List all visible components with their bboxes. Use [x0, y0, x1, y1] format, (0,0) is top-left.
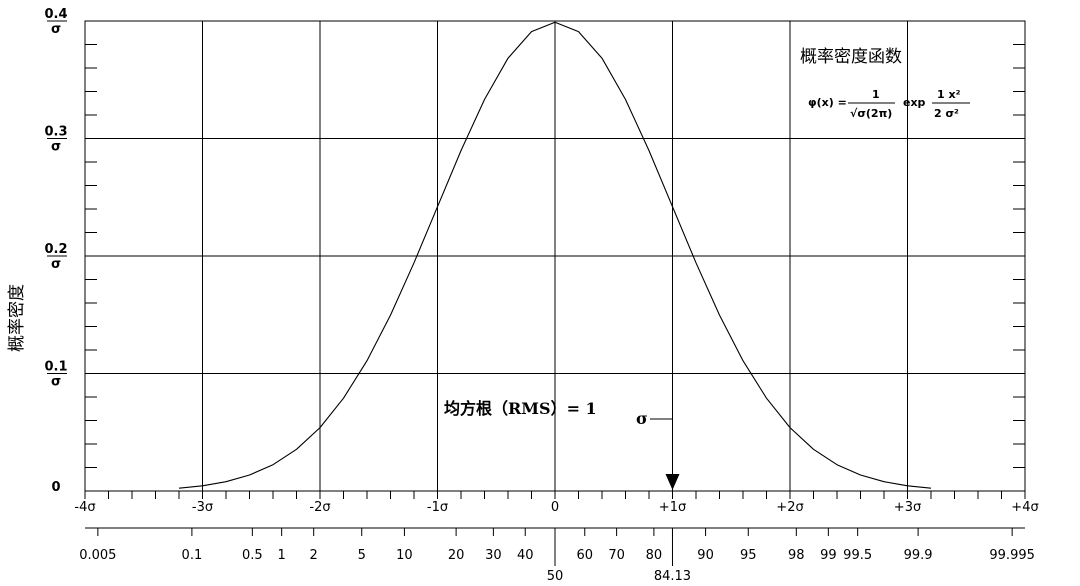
sigma-annotation: σ	[636, 409, 648, 428]
percentile-tick-label: 95	[740, 548, 757, 563]
curve-layer	[178, 21, 932, 489]
percentile-tick-label: 40	[517, 548, 534, 563]
formula: φ(x) = 1 √σ(2π) exp 1 x² 2 σ²	[808, 88, 970, 120]
y-tick-denominator: σ	[51, 257, 61, 272]
y-axis-label: 概率密度	[7, 284, 27, 352]
percentile-tick-label: 84.13	[654, 569, 691, 584]
formula-frac2-num: 1 x²	[937, 88, 961, 101]
percentile-tick-label: 0.1	[182, 548, 203, 563]
percentile-tick-label: 20	[448, 548, 465, 563]
y-tick-denominator: σ	[51, 375, 61, 390]
percentile-tick-label: 1	[278, 548, 286, 563]
percentile-tick-label: 98	[788, 548, 805, 563]
percentile-tick-label: 99.9	[904, 548, 933, 563]
rms-annotation: 均方根（RMS）= 1	[444, 399, 597, 418]
x-tick-label: +4σ	[1011, 500, 1038, 515]
grid	[84, 20, 1026, 566]
x-tick-label: -1σ	[427, 500, 448, 515]
y-tick-denominator: σ	[51, 22, 61, 37]
percentile-tick-label: 60	[576, 548, 593, 563]
formula-frac2-den: 2 σ²	[934, 107, 959, 120]
x-tick-label: +3σ	[894, 500, 921, 515]
percentile-tick-label: 90	[697, 548, 714, 563]
y-tick-denominator: σ	[51, 140, 61, 155]
percentile-tick-label: 99.995	[989, 548, 1035, 563]
percentile-tick-label: 5	[358, 548, 366, 563]
y-tick-label: 0.4	[44, 7, 67, 22]
formula-exp: exp	[903, 96, 926, 109]
y-tick-label: 0.1	[44, 360, 67, 375]
x-tick-label: -4σ	[74, 500, 95, 515]
percentile-tick-label: 2	[310, 548, 318, 563]
percentile-tick-label: 99	[820, 548, 837, 563]
percentile-tick-label: 99.5	[843, 548, 872, 563]
formula-frac1-num: 1	[872, 88, 880, 101]
percentile-tick-label: 30	[485, 548, 502, 563]
formula-lhs: φ(x) =	[808, 96, 847, 109]
x-tick-label: 0	[551, 500, 559, 515]
formula-frac1-den: √σ(2π)	[850, 107, 892, 120]
labels: 0.4σ0.3σ0.2σ0.1σ0-4σ -3σ -2σ -1σ 0 +1σ +2σ +3σ +…	[44, 7, 1038, 584]
sigma-arrow-line	[650, 418, 673, 474]
x-tick-label: -3σ	[192, 500, 213, 515]
percentile-tick-label: 10	[396, 548, 413, 563]
chart-title: 概率密度函数	[800, 47, 902, 67]
x-tick-label: +1σ	[659, 500, 686, 515]
percentile-tick-label: 0.005	[79, 548, 116, 563]
percentile-tick-label: 70	[608, 548, 625, 563]
sigma-arrow-head	[665, 474, 680, 490]
density-curve	[178, 21, 932, 489]
y-tick-label: 0.2	[44, 242, 67, 257]
y-tick-label: 0.3	[44, 125, 67, 140]
x-tick-label: -2σ	[309, 500, 330, 515]
percentile-tick-label: 0.5	[242, 548, 263, 563]
percentile-tick-label: 80	[646, 548, 663, 563]
x-tick-label: +2σ	[776, 500, 803, 515]
percentile-tick-label: 50	[547, 569, 564, 584]
y-tick-label: 0	[51, 480, 60, 495]
sigma-arrow	[650, 418, 680, 490]
